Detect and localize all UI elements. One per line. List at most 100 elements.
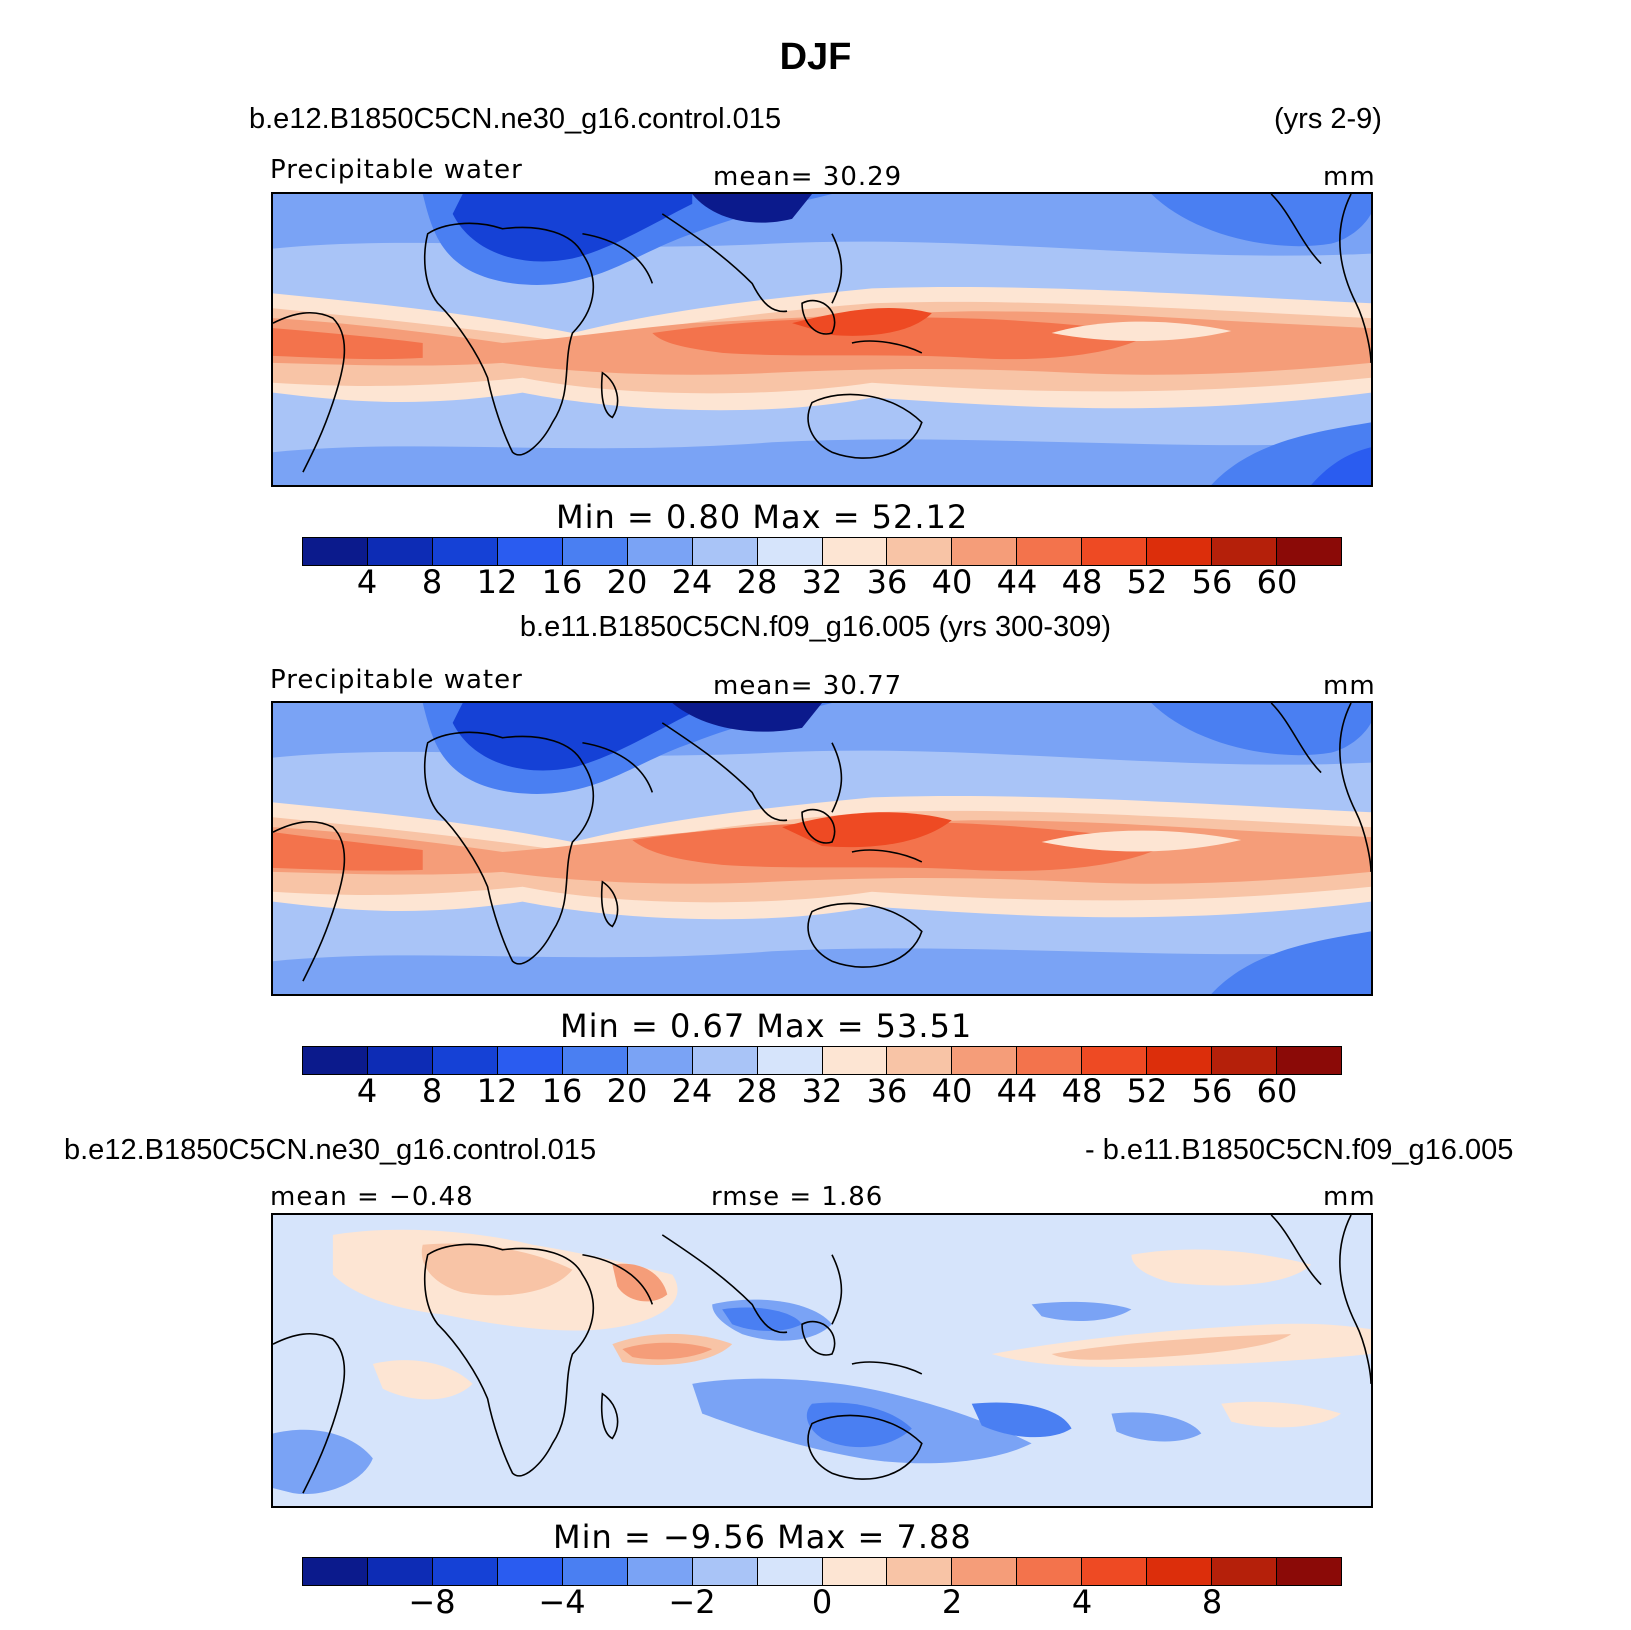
colorbar-swatch — [497, 538, 563, 565]
colorbar-swatch — [627, 1047, 693, 1074]
colorbar-swatch — [1147, 538, 1213, 565]
colorbar-swatch — [757, 538, 823, 565]
colorbar-swatch — [303, 1558, 368, 1585]
colorbar-swatch — [1082, 1047, 1148, 1074]
panel1-map — [271, 192, 1373, 487]
colorbar-swatch — [1017, 538, 1083, 565]
colorbar-tick-label: 44 — [996, 1072, 1038, 1110]
colorbar-swatch — [627, 1558, 693, 1585]
panel3-case-left: b.e12.B1850C5CN.ne30_g16.control.015 — [64, 1134, 597, 1166]
colorbar-swatch — [1277, 538, 1341, 565]
panel1-years: (yrs 2-9) — [1274, 103, 1382, 135]
colorbar-swatch — [432, 538, 498, 565]
colorbar-swatch — [627, 538, 693, 565]
colorbar-swatch — [952, 1558, 1018, 1585]
colorbar-tick-label: 36 — [866, 563, 908, 601]
panel3-minmax: Min = −9.56 Max = 7.88 — [553, 1518, 972, 1556]
colorbar-swatch — [1277, 1047, 1341, 1074]
colorbar-tick-label: 32 — [801, 1072, 843, 1110]
panel3-mean: mean = −0.48 — [270, 1182, 474, 1212]
figure-title: DJF — [779, 36, 852, 78]
panel1-colorbar — [302, 537, 1342, 566]
colorbar-swatch — [952, 538, 1018, 565]
colorbar-tick-label: 52 — [1126, 563, 1168, 601]
colorbar-swatch — [1212, 1047, 1278, 1074]
colorbar-swatch — [1082, 538, 1148, 565]
panel1-mean: mean= 30.29 — [713, 162, 903, 192]
colorbar-tick-label: 8 — [1201, 1583, 1223, 1621]
colorbar-swatch — [303, 538, 368, 565]
colorbar-tick-label: 16 — [541, 1072, 583, 1110]
colorbar-swatch — [822, 538, 888, 565]
panel3-colorbar — [302, 1557, 1342, 1586]
colorbar-tick-label: 52 — [1126, 1072, 1168, 1110]
colorbar-tick-label: 8 — [421, 563, 443, 601]
panel2-variable: Precipitable water — [270, 665, 523, 695]
colorbar-tick-label: 4 — [1071, 1583, 1093, 1621]
panel2-colorbar — [302, 1046, 1342, 1075]
colorbar-tick-label: 56 — [1191, 563, 1233, 601]
colorbar-swatch — [1017, 1558, 1083, 1585]
colorbar-swatch — [432, 1558, 498, 1585]
colorbar-tick-label: 56 — [1191, 1072, 1233, 1110]
panel3-case-right: - b.e11.B1850C5CN.f09_g16.005 — [1085, 1134, 1514, 1166]
colorbar-tick-label: 16 — [541, 563, 583, 601]
colorbar-swatch — [1147, 1558, 1213, 1585]
panel1-minmax: Min = 0.80 Max = 52.12 — [556, 498, 969, 536]
panel1-case-label: b.e12.B1850C5CN.ne30_g16.control.015 — [249, 103, 782, 135]
colorbar-tick-label: 20 — [606, 563, 648, 601]
panel2-colorbar-ticks: 4 8 12 16 20 24 28 32 36 40 44 48 52 56 60 — [302, 1072, 1342, 1112]
colorbar-swatch — [887, 1047, 953, 1074]
colorbar-swatch — [1017, 1047, 1083, 1074]
colorbar-swatch — [303, 1047, 368, 1074]
colorbar-swatch — [1212, 1558, 1278, 1585]
panel1-units: mm — [1323, 162, 1376, 192]
colorbar-swatch — [692, 538, 758, 565]
colorbar-swatch — [367, 1558, 433, 1585]
colorbar-tick-label: 48 — [1061, 563, 1103, 601]
colorbar-swatch — [692, 1558, 758, 1585]
colorbar-swatch — [1277, 1558, 1341, 1585]
colorbar-tick-label: −4 — [538, 1583, 586, 1621]
colorbar-swatch — [562, 538, 628, 565]
colorbar-tick-label: 44 — [996, 563, 1038, 601]
colorbar-swatch — [757, 1558, 823, 1585]
colorbar-swatch — [1212, 538, 1278, 565]
colorbar-tick-label: 4 — [356, 1072, 378, 1110]
colorbar-tick-label: 20 — [606, 1072, 648, 1110]
colorbar-swatch — [367, 538, 433, 565]
panel2-mean: mean= 30.77 — [713, 671, 903, 701]
panel3-rmse: rmse = 1.86 — [711, 1182, 884, 1212]
colorbar-swatch — [757, 1047, 823, 1074]
colorbar-tick-label: 8 — [421, 1072, 443, 1110]
colorbar-swatch — [822, 1047, 888, 1074]
colorbar-tick-label: −8 — [408, 1583, 456, 1621]
panel2-map — [271, 701, 1373, 996]
colorbar-swatch — [887, 538, 953, 565]
colorbar-swatch — [952, 1047, 1018, 1074]
colorbar-tick-label: 48 — [1061, 1072, 1103, 1110]
colorbar-tick-label: 36 — [866, 1072, 908, 1110]
panel2-case-label: b.e11.B1850C5CN.f09_g16.005 (yrs 300-309… — [519, 611, 1112, 643]
colorbar-swatch — [497, 1047, 563, 1074]
colorbar-swatch — [562, 1047, 628, 1074]
colorbar-swatch — [562, 1558, 628, 1585]
colorbar-tick-label: 24 — [671, 563, 713, 601]
colorbar-tick-label: 12 — [476, 563, 518, 601]
panel3-colorbar-ticks: −8 −4 −2 0 2 4 8 — [302, 1583, 1342, 1623]
colorbar-tick-label: 60 — [1256, 1072, 1298, 1110]
colorbar-tick-label: 24 — [671, 1072, 713, 1110]
colorbar-swatch — [692, 1047, 758, 1074]
panel2-minmax: Min = 0.67 Max = 53.51 — [560, 1007, 973, 1045]
panel1-variable: Precipitable water — [270, 155, 523, 185]
colorbar-tick-label: 40 — [931, 1072, 973, 1110]
colorbar-swatch — [367, 1047, 433, 1074]
colorbar-tick-label: 2 — [941, 1583, 963, 1621]
colorbar-tick-label: 4 — [356, 563, 378, 601]
colorbar-tick-label: −2 — [668, 1583, 716, 1621]
panel3-units: mm — [1323, 1182, 1376, 1212]
colorbar-tick-label: 28 — [736, 563, 778, 601]
colorbar-swatch — [822, 1558, 888, 1585]
colorbar-swatch — [1082, 1558, 1148, 1585]
colorbar-swatch — [497, 1558, 563, 1585]
